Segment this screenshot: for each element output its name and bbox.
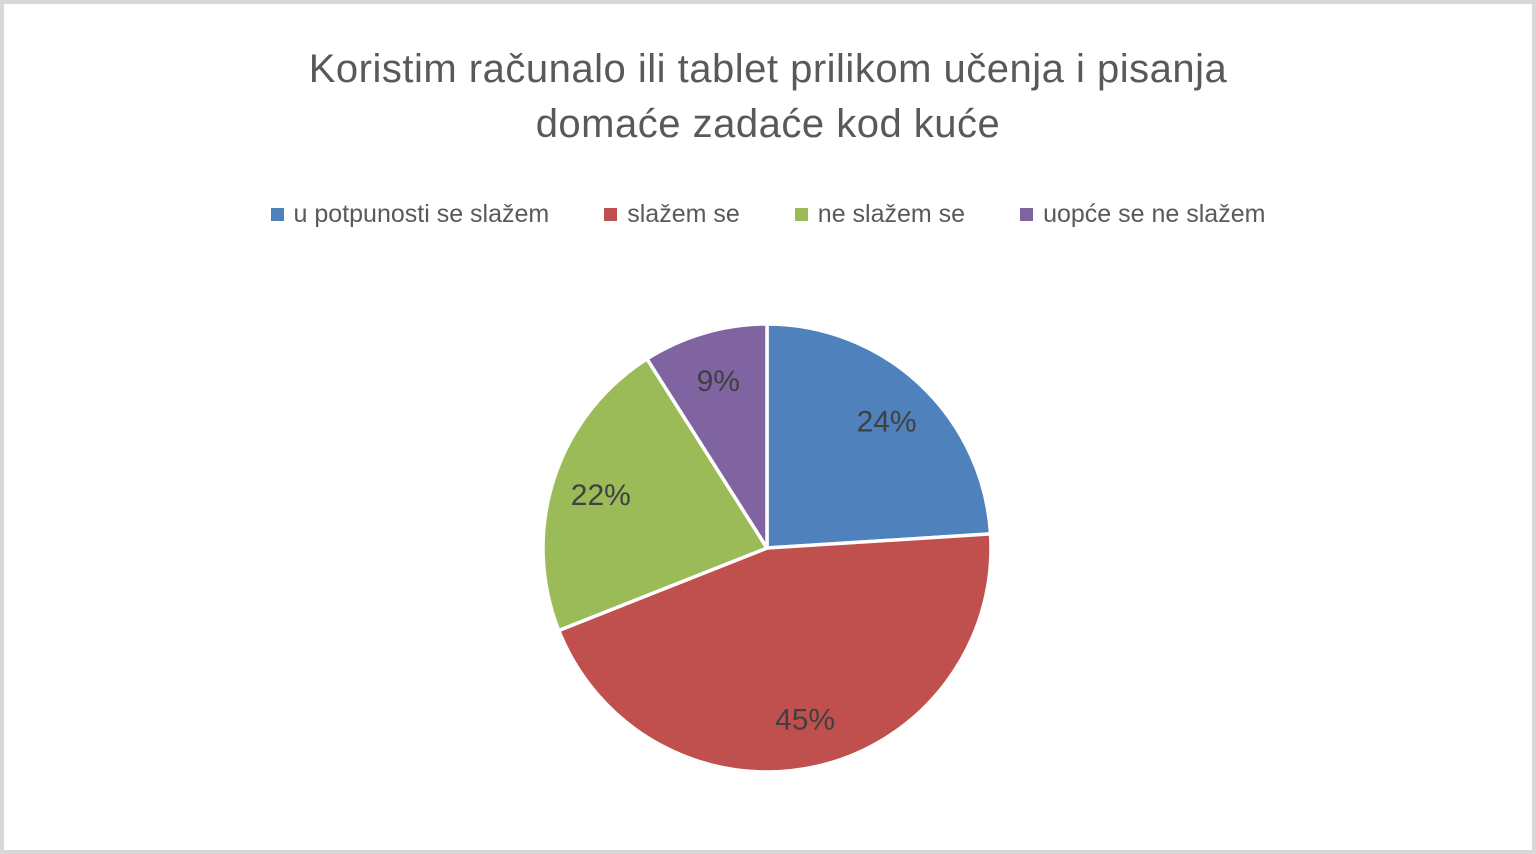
legend-marker-icon [604, 208, 618, 221]
legend-marker-icon [270, 208, 284, 221]
chart-title-line-2: domaće zadaće kod kuće [535, 102, 1001, 147]
legend-item-ne-slazem-se[interactable]: ne slažem se [794, 200, 966, 229]
chart-title: Koristim računalo ili tablet prilikom uč… [4, 42, 1532, 152]
pie-slice-u-potpunosti-se-slažem[interactable] [765, 322, 993, 550]
data-label: 22% [571, 479, 631, 512]
legend-item-uopce-se-ne-slazem[interactable]: uopće se ne slažem [1020, 200, 1265, 229]
legend: u potpunosti se slažem slažem se ne slaž… [4, 200, 1532, 229]
data-label: 9% [697, 365, 740, 398]
pie-slice-ne-slažem-se[interactable] [541, 357, 769, 633]
legend-item-label: uopće se ne slažem [1043, 200, 1266, 228]
chart-title-line-1: Koristim računalo ili tablet prilikom uč… [308, 47, 1228, 91]
pie-slice-slažem-se[interactable] [556, 532, 993, 774]
data-label: 45% [775, 704, 835, 737]
legend-item-label: ne slažem se [817, 200, 966, 228]
legend-marker-icon [794, 208, 808, 221]
pie-slice-uopće-se-ne-slažem[interactable] [645, 322, 769, 550]
legend-item-u-potpunosti-se-slazem[interactable]: u potpunosti se slažem [270, 200, 550, 229]
legend-item-label: u potpunosti se slažem [293, 200, 550, 228]
legend-item-slazem-se[interactable]: slažem se [604, 200, 740, 229]
legend-item-label: slažem se [627, 200, 740, 228]
pie-chart[interactable]: 24% 45% 22% 9% [4, 4, 1532, 850]
legend-marker-icon [1020, 208, 1034, 221]
data-label: 24% [857, 406, 917, 439]
